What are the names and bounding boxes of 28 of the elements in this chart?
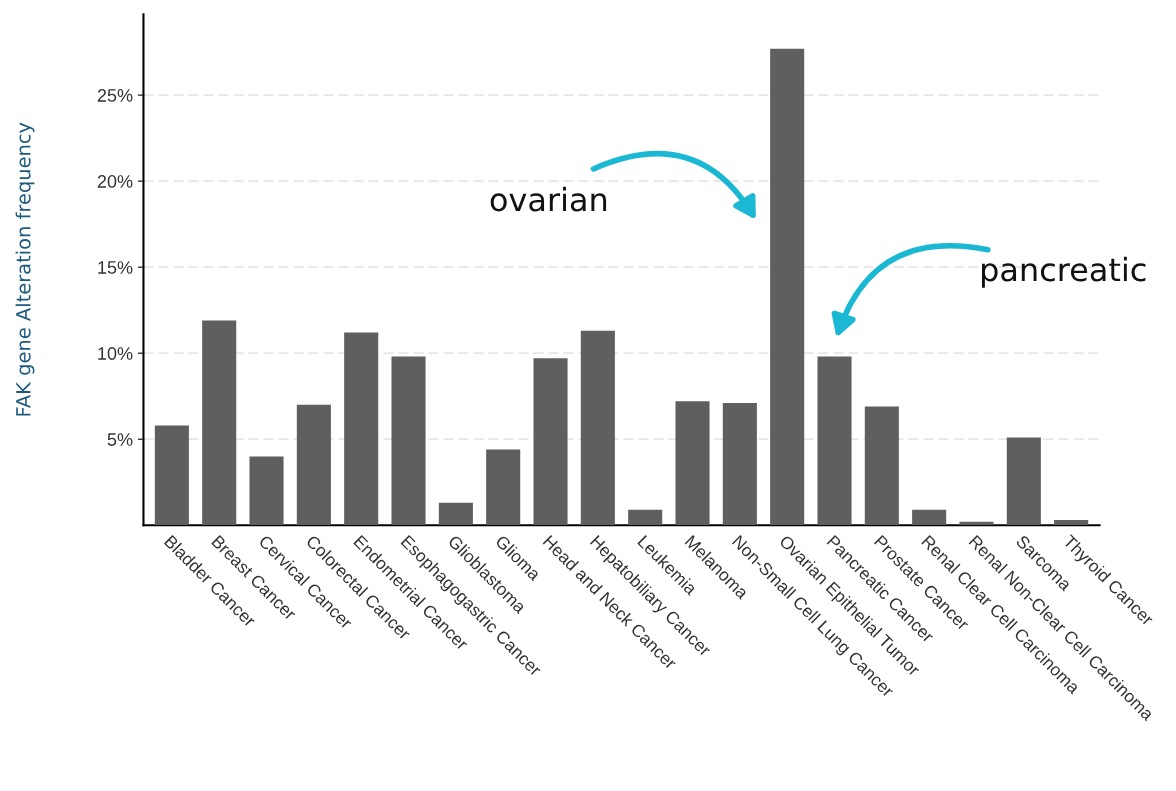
bar	[864, 406, 899, 526]
bar	[391, 356, 426, 526]
bar	[912, 509, 947, 526]
bar	[1006, 437, 1041, 526]
bar	[675, 401, 710, 526]
bar	[154, 425, 189, 526]
bar	[722, 403, 757, 526]
bar	[1054, 520, 1089, 526]
bar	[296, 404, 331, 526]
y-tick-label: 25%	[97, 89, 133, 102]
y-tick-label: 5%	[107, 433, 133, 446]
bar	[344, 332, 379, 526]
bar	[628, 509, 663, 526]
bar	[438, 502, 473, 526]
bar	[817, 356, 852, 526]
y-tick-label: 15%	[98, 261, 133, 274]
bar	[959, 521, 994, 526]
bar	[533, 358, 568, 526]
bar	[202, 320, 237, 526]
bar	[486, 449, 521, 526]
y-tick-label: 10%	[98, 347, 133, 360]
annotation: pancreatic	[981, 256, 1146, 288]
annotation: ovarian	[490, 186, 607, 212]
bar	[770, 48, 805, 526]
y-tick-label: 20%	[97, 175, 133, 188]
y-axis-title: FAK gene Alteration frequency	[15, 122, 35, 416]
bar	[249, 456, 284, 526]
bar	[580, 330, 615, 526]
